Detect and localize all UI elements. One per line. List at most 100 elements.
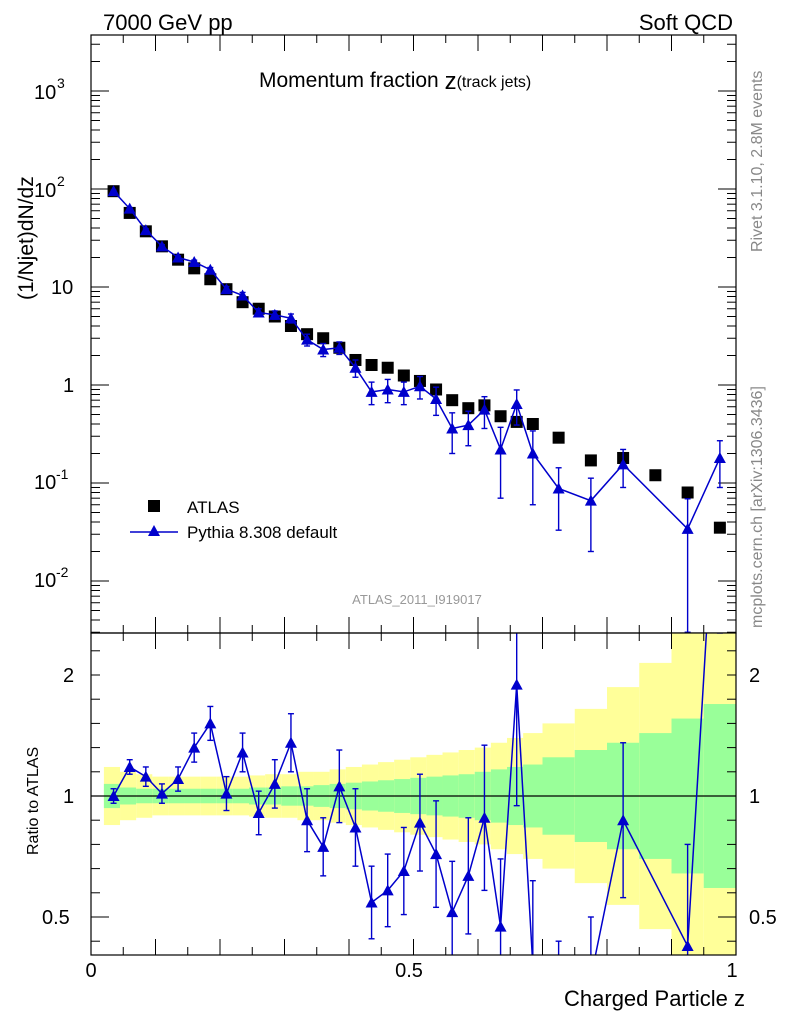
legend: ATLAS Pythia 8.308 default xyxy=(130,498,338,542)
ratio-points-group xyxy=(107,633,723,955)
main-y-tick-labels: 10 -2 10 -1 1 10 10 2 10 3 xyxy=(34,75,74,592)
y-tick-label-1e-2-exp: -2 xyxy=(56,564,69,580)
mcplots-label: mcplots.cern.ch [arXiv:1306.3436] xyxy=(749,386,766,628)
ratio-data-point xyxy=(155,787,168,799)
header-right-label: Soft QCD xyxy=(639,10,733,35)
ratio-data-point xyxy=(333,780,346,792)
title-z-symbol: z xyxy=(445,68,457,95)
pythia-data-point xyxy=(301,333,314,345)
pythia-data-point xyxy=(155,240,168,252)
rivet-version-label: Rivet 3.1.10, 2.8M events xyxy=(749,71,766,252)
ratio-y-tick-label-1-left: 1 xyxy=(63,786,74,808)
main-panel: Momentum fraction z(track jets) (1/Njet)… xyxy=(15,34,737,634)
analysis-watermark: ATLAS_2011_I919017 xyxy=(352,592,482,607)
ratio-y-tick-label-0-5-right: 0.5 xyxy=(749,907,777,929)
pythia-data-point xyxy=(333,341,346,353)
pythia-data-point xyxy=(268,308,281,320)
pythia-data-point xyxy=(172,251,185,263)
y-tick-label-1e-1-exp: -1 xyxy=(56,466,69,482)
pythia-data-point xyxy=(381,383,394,395)
main-title: Momentum fraction z(track jets) xyxy=(259,68,531,95)
ratio-data-point xyxy=(381,884,394,896)
atlas-data-point xyxy=(397,369,410,382)
pythia-data-point xyxy=(446,422,459,434)
ratio-data-point xyxy=(236,746,249,758)
pythia-data-point xyxy=(139,224,152,236)
ratio-data-point xyxy=(617,814,630,826)
pythia-data-point xyxy=(317,343,330,355)
ratio-line xyxy=(112,633,708,955)
ratio-y-tick-label-0-5-left: 0.5 xyxy=(42,907,70,929)
ratio-series-layer xyxy=(107,633,723,955)
atlas-data-point xyxy=(446,394,459,407)
atlas-data-point xyxy=(365,358,378,371)
atlas-data-point xyxy=(713,521,726,534)
y-tick-label-1e-1-base: 10 xyxy=(34,472,56,494)
atlas-data-point xyxy=(649,469,662,482)
ratio-data-point xyxy=(123,760,136,772)
main-y-axis-label: (1/Njet)dN/dz xyxy=(15,176,38,300)
pythia-data-point xyxy=(617,458,630,470)
ratio-data-point xyxy=(301,814,314,826)
atlas-data-point xyxy=(494,410,507,423)
legend-atlas-label: ATLAS xyxy=(187,498,240,517)
y-tick-label-1e3-exp: 3 xyxy=(57,75,65,91)
pythia-data-point xyxy=(252,306,265,318)
pythia-data-point xyxy=(584,494,597,506)
ratio-data-point xyxy=(317,840,330,852)
pythia-data-point xyxy=(365,385,378,397)
atlas-data-point xyxy=(381,361,394,374)
pythia-data-point xyxy=(236,289,249,301)
ratio-data-point xyxy=(681,940,694,952)
main-frame xyxy=(90,34,737,634)
ratio-data-point xyxy=(220,787,233,799)
ratio-data-point xyxy=(268,777,281,789)
ratio-data-point xyxy=(478,811,491,823)
pythia-data-point xyxy=(462,419,475,431)
ratio-data-point xyxy=(510,678,523,690)
atlas-data-point xyxy=(317,332,330,345)
ratio-y-tick-labels: 0.5 1 2 0.5 1 2 xyxy=(42,665,777,929)
pythia-data-point xyxy=(681,522,694,534)
ratio-frame xyxy=(90,632,737,956)
ratio-data-point xyxy=(188,741,201,753)
pythia-data-point xyxy=(397,385,410,397)
y-tick-label-1e-2-base: 10 xyxy=(34,570,56,592)
main-axis-ticks xyxy=(90,35,737,633)
pythia-data-point xyxy=(107,185,120,197)
pythia-data-point xyxy=(349,361,362,373)
title-subscript: (track jets) xyxy=(457,74,532,91)
pythia-data-point xyxy=(510,397,523,409)
ratio-y-tick-label-1-right: 1 xyxy=(749,786,760,808)
ratio-data-point xyxy=(204,717,217,729)
legend-atlas-marker xyxy=(148,500,160,512)
x-tick-labels: 0 0.5 1 xyxy=(85,960,737,982)
ratio-data-point xyxy=(446,906,459,918)
pythia-data-point xyxy=(552,482,565,494)
y-tick-label-1: 1 xyxy=(63,375,74,397)
pythia-data-point xyxy=(220,283,233,295)
pythia-data-point xyxy=(413,380,426,392)
ratio-data-point xyxy=(413,816,426,828)
atlas-data-point xyxy=(526,417,539,430)
pythia-data-point xyxy=(478,403,491,415)
pythia-data-point xyxy=(526,447,539,459)
pythia-data-point xyxy=(123,202,136,214)
pythia-data-point xyxy=(713,451,726,463)
pythia-data-point xyxy=(204,263,217,275)
ratio-data-point xyxy=(284,736,297,748)
ratio-data-point xyxy=(139,770,152,782)
pythia-data-point xyxy=(284,312,297,324)
ratio-data-point xyxy=(252,806,265,818)
ratio-data-point xyxy=(430,848,443,860)
y-tick-label-1e2-base: 10 xyxy=(34,180,56,202)
pythia-data-point xyxy=(494,443,507,455)
main-series-layer xyxy=(107,185,726,633)
legend-pythia-label: Pythia 8.308 default xyxy=(187,523,338,542)
ratio-data-point xyxy=(107,790,120,801)
ratio-data-point xyxy=(349,821,362,833)
atlas-data-point xyxy=(204,273,217,286)
ratio-data-point xyxy=(172,773,185,785)
x-tick-label-0: 0 xyxy=(85,960,96,982)
